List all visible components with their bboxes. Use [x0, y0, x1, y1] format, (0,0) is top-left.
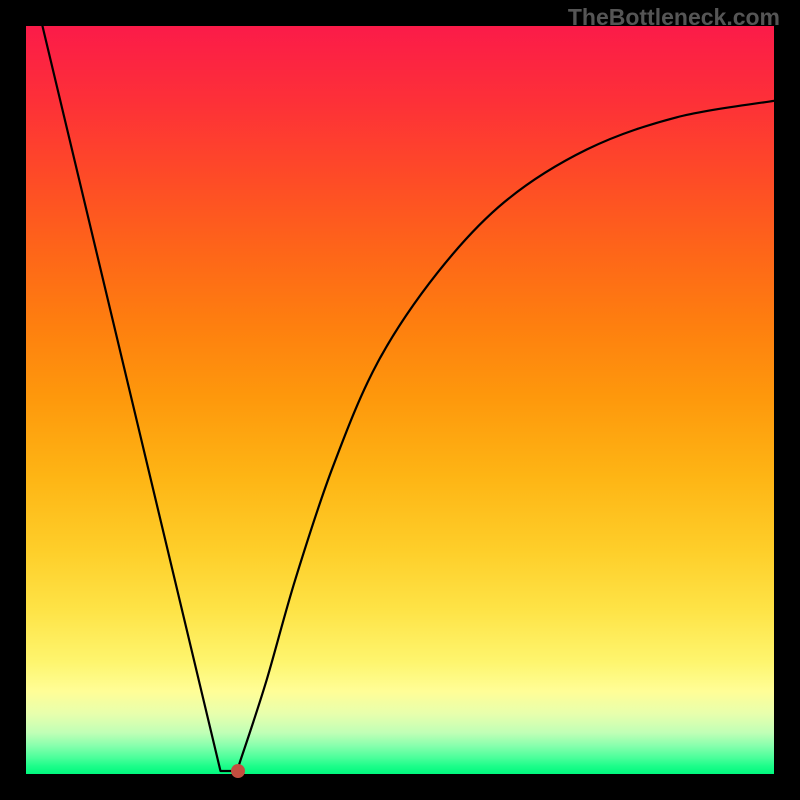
curve-layer [26, 26, 774, 774]
optimum-marker [231, 764, 245, 778]
bottleneck-curve [42, 26, 774, 771]
plot-area [26, 26, 774, 774]
watermark-text: TheBottleneck.com [568, 4, 780, 31]
chart-canvas: TheBottleneck.com [0, 0, 800, 800]
